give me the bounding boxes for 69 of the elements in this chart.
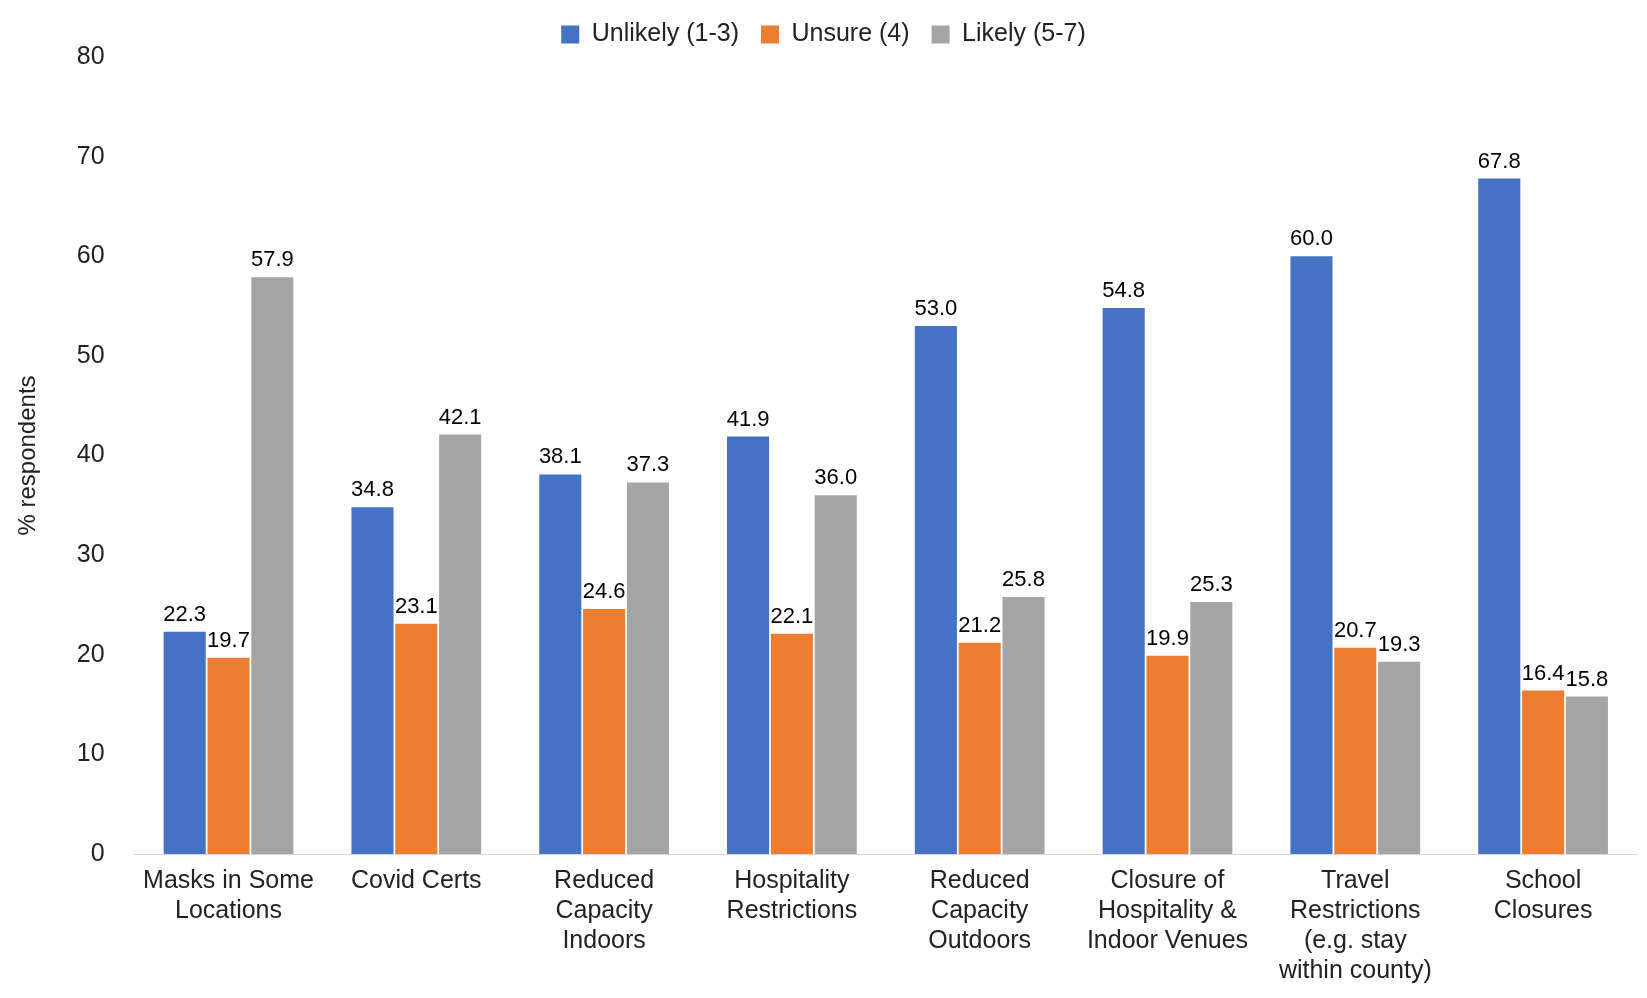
x-tick-label: Reduced Capacity Outdoors [928, 864, 1032, 953]
bar [351, 507, 394, 854]
bar [163, 631, 206, 854]
data-label: 19.3 [1377, 630, 1421, 656]
bar [1002, 596, 1045, 854]
data-label: 19.9 [1146, 624, 1189, 650]
x-tick-label: Masks in Some Locations [143, 864, 314, 923]
bar [727, 436, 770, 854]
data-label: 15.8 [1565, 665, 1609, 691]
bar [1190, 601, 1233, 854]
data-label: 37.3 [626, 451, 670, 477]
data-label: 38.1 [538, 443, 582, 469]
bar [439, 434, 482, 854]
data-label: 41.9 [726, 405, 770, 431]
y-tick-label: 30 [76, 539, 105, 568]
data-label: 34.8 [351, 476, 394, 502]
bar [1565, 696, 1608, 854]
bar [1478, 178, 1521, 854]
x-tick-label: Reduced Capacity Indoors [554, 864, 655, 953]
bar [814, 495, 857, 854]
bar [1334, 647, 1377, 854]
bar [770, 633, 813, 854]
y-tick-label: 0 [90, 837, 105, 866]
bar [583, 608, 626, 854]
legend-label: Likely (5-7) [962, 18, 1086, 47]
x-tick-label: Closure of Hospitality & Indoor Venues [1086, 864, 1249, 953]
data-label: 53.0 [914, 295, 958, 321]
bar [626, 482, 669, 854]
data-label: 23.1 [394, 592, 438, 618]
data-label: 25.3 [1189, 571, 1233, 597]
data-label: 42.1 [438, 403, 482, 429]
y-tick-label: 20 [76, 638, 105, 667]
data-label: 22.3 [163, 600, 207, 626]
bar [1102, 308, 1145, 854]
data-label: 19.7 [207, 626, 250, 652]
data-label: 54.8 [1102, 277, 1146, 303]
data-label: 16.4 [1521, 659, 1565, 685]
bar [914, 325, 957, 854]
data-label: 67.8 [1477, 147, 1521, 173]
x-tick-label: Covid Certs [351, 864, 482, 893]
bar [1378, 661, 1421, 854]
bar [1290, 256, 1333, 854]
bar [1522, 690, 1565, 854]
bar [539, 474, 582, 854]
bar [1146, 655, 1189, 854]
data-label: 24.6 [582, 577, 626, 603]
y-tick-label: 10 [76, 738, 105, 767]
data-label: 21.2 [958, 611, 1002, 637]
bar [207, 657, 250, 854]
y-tick-label: 40 [76, 439, 105, 468]
data-label: 36.0 [814, 464, 858, 490]
legend-label: Unsure (4) [791, 18, 910, 47]
data-label: 57.9 [250, 246, 294, 272]
data-label: 20.7 [1333, 616, 1377, 642]
data-label: 25.8 [1002, 566, 1045, 592]
y-tick-label: 70 [76, 140, 105, 169]
y-tick-label: 80 [76, 40, 105, 69]
bar [958, 642, 1001, 854]
bar [251, 277, 294, 854]
x-tick-label: Hospitality Restrictions [726, 864, 858, 923]
bar [395, 623, 438, 854]
data-label: 22.1 [770, 602, 814, 628]
x-tick-label: School Closures [1493, 864, 1593, 923]
y-tick-label: 60 [76, 240, 105, 269]
x-tick-label: Travel Restrictions (e.g. stay within county) [1277, 864, 1432, 983]
y-tick-label: 50 [76, 339, 105, 368]
y-axis-title: % respondents [13, 375, 41, 536]
data-label: 60.0 [1290, 225, 1333, 251]
legend-label: Unlikely (1-3) [591, 18, 740, 47]
